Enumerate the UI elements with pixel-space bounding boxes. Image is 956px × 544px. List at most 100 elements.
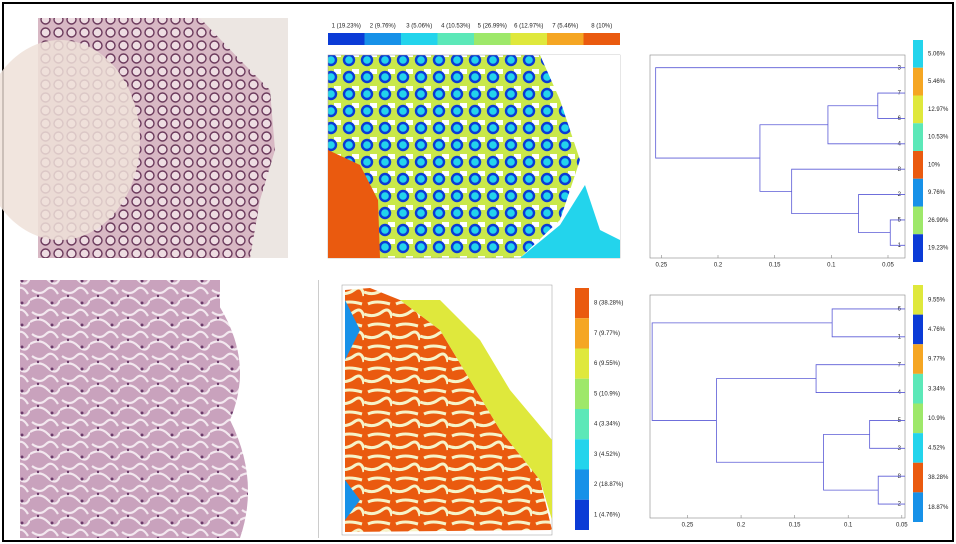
colorbar-swatch: [575, 439, 589, 469]
leaf-label: 3: [898, 65, 902, 71]
legend-label: 8 (10%): [591, 24, 612, 30]
dendrogram-link: [878, 476, 905, 504]
leaf-label: 7: [898, 362, 902, 368]
colorbar-swatch: [575, 379, 589, 409]
colorbar-label: 3 (4.52%): [594, 452, 620, 458]
colorbar-label: 38.28%: [928, 475, 949, 481]
colorbar-label: 9.55%: [928, 297, 946, 303]
leaf-label: 7: [898, 91, 902, 97]
colorbar-label: 10.53%: [928, 135, 949, 141]
colorbar-swatch: [913, 433, 923, 463]
legend-label: 2 (9.76%): [370, 24, 396, 30]
leaf-label: 3: [898, 446, 902, 452]
leaf-label: 5: [898, 418, 902, 424]
legend-swatch: [511, 33, 548, 45]
x-tick-label: 0.1: [827, 263, 836, 269]
legend-label: 4 (10.53%): [441, 24, 470, 30]
legend-swatch: [438, 33, 475, 45]
histology-image: [200, 280, 248, 538]
x-tick-label: 0.25: [682, 523, 694, 529]
colorbar-swatch: [575, 470, 589, 500]
leaf-label: 1: [898, 243, 902, 249]
dendrogram-link: [816, 365, 905, 393]
colorbar-swatch: [575, 288, 589, 318]
leaf-label: 1: [898, 334, 902, 340]
divider: [318, 280, 319, 538]
colorbar-label: 5.06%: [928, 51, 946, 57]
colorbar-label: 7 (9.77%): [594, 331, 620, 337]
colorbar-label: 9.77%: [928, 357, 946, 363]
colorbar-label: 18.87%: [928, 505, 949, 511]
leaf-label: 6: [898, 307, 902, 313]
x-tick-label: 0.2: [737, 523, 746, 529]
colorbar-swatch: [913, 179, 923, 207]
legend-label: 1 (19.23%): [332, 24, 361, 30]
legend-swatch: [584, 33, 621, 45]
colorbar-swatch: [913, 285, 923, 315]
dendrogram-link: [716, 379, 823, 463]
leaf-label: 2: [898, 502, 902, 508]
leaf-label: 5: [898, 218, 902, 224]
colorbar-label: 6 (9.55%): [594, 361, 620, 367]
x-tick-label: 0.25: [655, 263, 667, 269]
colorbar-swatch: [913, 315, 923, 345]
dendrogram-link: [890, 220, 905, 245]
legend-swatch: [401, 33, 438, 45]
colorbar-swatch: [575, 349, 589, 379]
histology-image: [20, 280, 220, 538]
dendrogram-link: [760, 125, 828, 192]
x-tick-label: 0.15: [769, 263, 781, 269]
colorbar-label: 3.34%: [928, 386, 946, 392]
leaf-label: 2: [898, 192, 902, 198]
dendrogram-frame: [650, 55, 905, 258]
colorbar-swatch: [575, 409, 589, 439]
legend-swatch: [328, 33, 365, 45]
legend-swatch: [547, 33, 584, 45]
x-tick-label: 0.15: [789, 523, 801, 529]
colorbar-swatch: [913, 374, 923, 404]
colorbar-swatch: [913, 344, 923, 374]
colorbar-label: 4.76%: [928, 327, 946, 333]
x-tick-label: 0.2: [714, 263, 723, 269]
colorbar-label: 5.46%: [928, 79, 946, 85]
colorbar-label: 5 (10.9%): [594, 391, 620, 397]
dendrogram-link: [832, 309, 905, 337]
colorbar-swatch: [913, 234, 923, 262]
dendrogram-link: [828, 106, 905, 144]
leaf-label: 4: [898, 390, 902, 396]
colorbar-label: 26.99%: [928, 218, 949, 224]
x-tick-label: 0.05: [896, 523, 908, 529]
leaf-label: 8: [898, 167, 902, 173]
legend-swatch: [474, 33, 511, 45]
colorbar-label: 4 (3.34%): [594, 422, 620, 428]
colorbar-swatch: [913, 40, 923, 68]
colorbar-swatch: [913, 68, 923, 96]
colorbar-label: 19.23%: [928, 246, 949, 252]
dendrogram-link: [870, 420, 905, 448]
dendrogram-link: [652, 323, 832, 421]
colorbar-label: 2 (18.87%): [594, 482, 623, 488]
dendrogram-link: [792, 169, 905, 213]
dendrogram-frame: [650, 295, 905, 518]
colorbar-label: 10%: [928, 162, 941, 168]
colorbar-swatch: [913, 492, 923, 522]
legend-label: 6 (12.97%): [514, 24, 543, 30]
colorbar-swatch: [575, 500, 589, 530]
colorbar-label: 10.9%: [928, 416, 946, 422]
dendrogram-link: [878, 93, 905, 118]
legend-label: 7 (5.46%): [552, 24, 578, 30]
colorbar-swatch: [575, 318, 589, 348]
colorbar-label: 1 (4.76%): [594, 512, 620, 518]
colorbar-swatch: [913, 207, 923, 235]
leaf-label: 8: [898, 474, 902, 480]
figure: 1 (19.23%) 2 (9.76%) 3 (5.06%) 4 (10.53%) 5 …: [0, 0, 956, 544]
legend-swatch: [365, 33, 402, 45]
dendrogram-link: [859, 195, 905, 233]
legend-label: 3 (5.06%): [406, 24, 432, 30]
colorbar-swatch: [913, 151, 923, 179]
x-tick-label: 0.05: [882, 263, 894, 269]
legend-label: 5 (26.99%): [478, 24, 507, 30]
x-tick-label: 0.1: [844, 523, 853, 529]
colorbar-label: 9.76%: [928, 190, 946, 196]
leaf-label: 6: [898, 116, 902, 122]
